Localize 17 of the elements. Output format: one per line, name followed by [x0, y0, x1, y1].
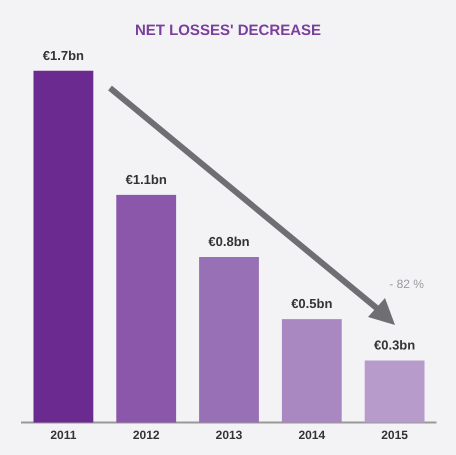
bar	[282, 319, 342, 423]
bar	[116, 194, 176, 423]
x-tick-label: 2015	[381, 428, 408, 442]
bar	[199, 257, 259, 423]
data-label: €1.7bn	[42, 48, 84, 63]
x-tick-label: 2012	[132, 428, 160, 442]
chart-title: NET LOSSES' DECREASE	[134, 22, 322, 39]
data-label: €1.1bn	[126, 172, 167, 187]
annotation: - 82 %	[389, 276, 424, 291]
bar	[364, 360, 425, 423]
bar	[33, 70, 94, 423]
x-tick-label: 2011	[50, 428, 77, 442]
data-label: €0.3bn	[374, 338, 416, 353]
x-tick-label: 2014	[298, 428, 326, 442]
x-tick-label: 2013	[216, 428, 243, 442]
data-label: €0.8bn	[208, 234, 250, 250]
data-label: €0.5bn	[291, 296, 332, 312]
